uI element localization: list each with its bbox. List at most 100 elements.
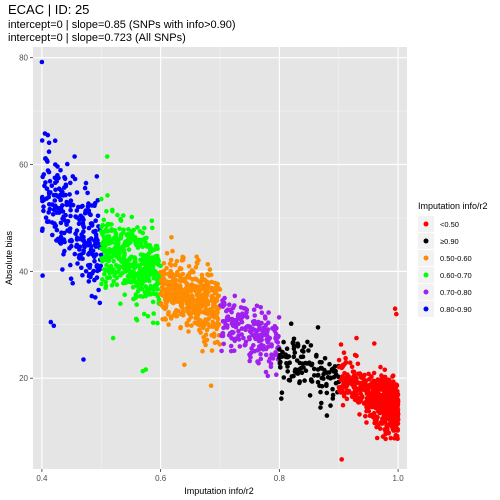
data-point [149, 284, 154, 289]
data-point [254, 332, 259, 337]
data-point [155, 321, 160, 326]
data-point [277, 347, 282, 352]
data-point [87, 279, 92, 284]
data-point [125, 233, 130, 238]
data-point [393, 306, 398, 311]
data-point [339, 342, 344, 347]
data-point [312, 373, 317, 378]
data-point [274, 372, 279, 377]
data-point [71, 203, 76, 208]
data-point [296, 344, 301, 349]
data-point [58, 168, 63, 173]
data-point [121, 255, 126, 260]
data-point [260, 333, 265, 338]
data-point [378, 378, 383, 383]
data-point [139, 282, 144, 287]
data-point [278, 365, 283, 370]
data-point [330, 387, 335, 392]
data-point [244, 313, 249, 318]
data-point [46, 133, 51, 138]
data-point [46, 168, 51, 173]
data-point [115, 276, 120, 281]
data-point [119, 232, 124, 237]
data-point [229, 344, 234, 349]
data-point [176, 309, 181, 314]
data-point [348, 360, 353, 365]
data-point [109, 222, 114, 227]
data-point [263, 327, 268, 332]
data-point [390, 374, 395, 379]
data-point [45, 219, 50, 224]
data-point [375, 388, 380, 393]
data-point [41, 209, 46, 214]
data-point [384, 425, 389, 430]
data-point [194, 303, 199, 308]
data-point [42, 172, 47, 177]
data-point [55, 173, 60, 178]
data-point [50, 183, 55, 188]
data-point [57, 210, 62, 215]
legend-label: 0.80-0.90 [440, 305, 472, 314]
data-point [181, 255, 186, 260]
data-point [56, 237, 61, 242]
data-point [68, 181, 73, 186]
data-point [119, 218, 124, 223]
data-point [269, 343, 274, 348]
data-point [393, 418, 398, 423]
data-point [369, 391, 374, 396]
data-point [371, 414, 376, 419]
data-point [375, 383, 380, 388]
data-point [281, 340, 286, 345]
data-point [325, 370, 330, 375]
data-point [146, 272, 151, 277]
data-point [140, 245, 145, 250]
data-point [383, 368, 388, 373]
data-point [83, 186, 88, 191]
data-point [247, 359, 252, 364]
data-point [149, 292, 154, 297]
data-point [68, 214, 73, 219]
data-point [370, 381, 375, 386]
data-point [131, 296, 136, 301]
data-point [241, 336, 246, 341]
data-point [72, 154, 77, 159]
data-point [163, 295, 168, 300]
data-point [201, 325, 206, 330]
data-point [239, 305, 244, 310]
data-point [170, 271, 175, 276]
data-point [284, 355, 289, 360]
data-point [227, 302, 232, 307]
data-point [182, 363, 187, 368]
data-point [288, 378, 293, 383]
data-point [102, 267, 107, 272]
data-point [316, 367, 321, 372]
data-point [340, 386, 345, 391]
data-point [378, 365, 383, 370]
data-point [102, 249, 107, 254]
data-point [48, 179, 53, 184]
data-point [114, 270, 119, 275]
data-point [278, 360, 283, 365]
data-point [152, 248, 157, 253]
data-point [59, 188, 64, 193]
data-point [205, 328, 210, 333]
data-point [151, 311, 156, 316]
data-point [257, 347, 262, 352]
data-point [372, 341, 377, 346]
data-point [264, 353, 269, 358]
data-point [116, 265, 121, 270]
data-point [232, 303, 237, 308]
data-point [258, 352, 263, 357]
data-point [104, 209, 109, 214]
data-point [61, 252, 66, 257]
data-point [47, 149, 52, 154]
data-point [121, 213, 126, 218]
legend-label: 0.50-0.60 [440, 254, 472, 263]
data-point [210, 286, 215, 291]
data-point [79, 205, 84, 210]
data-point [365, 404, 370, 409]
data-point [293, 350, 298, 355]
data-point [200, 276, 205, 281]
data-point [121, 244, 126, 249]
data-point [69, 276, 74, 281]
